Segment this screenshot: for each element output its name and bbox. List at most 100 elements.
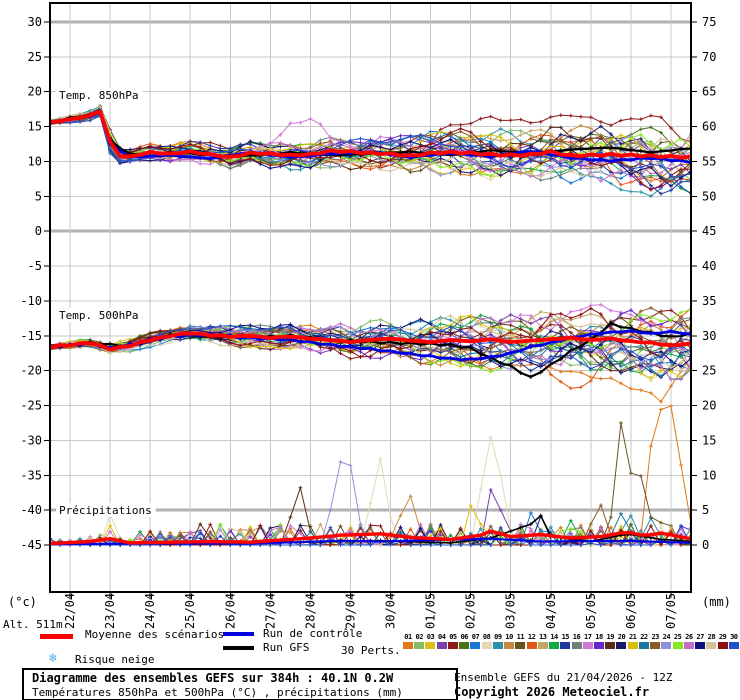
pert-number: 14 bbox=[550, 633, 558, 641]
pert-number: 15 bbox=[561, 633, 570, 641]
pert-swatch bbox=[661, 642, 672, 649]
pert-legend-item: 11 bbox=[515, 633, 526, 649]
pert-swatch bbox=[650, 642, 661, 649]
pert-legend-item: 15 bbox=[560, 633, 571, 649]
pert-swatch bbox=[549, 642, 560, 649]
right-tick-label: 15 bbox=[702, 433, 716, 447]
pert-swatch bbox=[605, 642, 616, 649]
pert-swatch bbox=[470, 642, 481, 649]
date-label: 05/05 bbox=[584, 593, 598, 629]
pert-swatch bbox=[436, 642, 447, 649]
pert-number: 10 bbox=[505, 633, 513, 641]
pert-swatch bbox=[537, 642, 548, 649]
right-tick-label: 0 bbox=[702, 538, 709, 552]
date-label: 01/05 bbox=[424, 593, 438, 629]
pert-number: 11 bbox=[516, 633, 525, 641]
left-tick-label: -45 bbox=[20, 538, 42, 552]
pert-legend-item: 12 bbox=[526, 633, 537, 649]
right-tick-label: 10 bbox=[702, 468, 716, 482]
pert-number: 29 bbox=[718, 633, 727, 641]
pert-number: 22 bbox=[640, 633, 648, 641]
left-tick-label: 15 bbox=[28, 120, 42, 134]
pert-swatch bbox=[571, 642, 582, 649]
date-label: 04/05 bbox=[544, 593, 558, 629]
pert-swatch bbox=[515, 642, 526, 649]
pert-legend-item: 21 bbox=[627, 633, 638, 649]
left-tick-label: -15 bbox=[20, 329, 42, 343]
right-tick-label: 55 bbox=[702, 154, 716, 168]
left-tick-label: 30 bbox=[28, 15, 42, 29]
left-tick-label: -5 bbox=[28, 259, 42, 273]
left-tick-label: 0 bbox=[35, 224, 42, 238]
pert-legend-item: 08 bbox=[481, 633, 492, 649]
plot-border bbox=[49, 2, 692, 593]
control-legend-label: Run de contrôle bbox=[263, 627, 363, 640]
panel-label: Précipitations bbox=[59, 504, 152, 517]
footer-info-box: Diagramme des ensembles GEFS sur 384h : … bbox=[22, 668, 458, 700]
left-tick-label: -35 bbox=[20, 468, 42, 482]
pert-number: 26 bbox=[685, 633, 693, 641]
perts-count-label: 30 Perts. bbox=[341, 644, 401, 657]
diagram-subtitle: Températures 850hPa et 500hPa (°C) , pré… bbox=[32, 686, 403, 699]
pert-number: 30 bbox=[730, 633, 738, 641]
pert-number: 21 bbox=[628, 633, 637, 641]
ensemble-mean-line-500 bbox=[51, 331, 690, 352]
left-tick-label: -20 bbox=[20, 364, 42, 378]
perturbation-color-legend: 01 02 03 04 05 06 07 08 09 10 11 12 13 14 15 16 17 18 19 20… bbox=[403, 633, 739, 649]
left-tick-label: -10 bbox=[20, 294, 42, 308]
right-tick-label: 20 bbox=[702, 399, 716, 413]
panel-label-bg bbox=[56, 503, 156, 517]
pert-swatch bbox=[425, 642, 436, 649]
pert-number: 09 bbox=[494, 633, 502, 641]
left-tick-label: 25 bbox=[28, 50, 42, 64]
pert-legend-item: 04 bbox=[436, 633, 447, 649]
copyright-label: Copyright 2026 Meteociel.fr bbox=[454, 685, 650, 699]
pert-number: 12 bbox=[527, 633, 536, 641]
pert-swatch bbox=[504, 642, 515, 649]
mean-legend-label: Moyenne des scénarios bbox=[85, 628, 225, 641]
left-tick-label: 10 bbox=[28, 154, 42, 168]
date-label: 25/04 bbox=[183, 593, 197, 629]
right-tick-label: 60 bbox=[702, 120, 716, 134]
pert-legend-item: 24 bbox=[661, 633, 672, 649]
right-tick-label: 65 bbox=[702, 85, 716, 99]
pert-number: 02 bbox=[415, 633, 424, 641]
pert-number: 05 bbox=[449, 633, 457, 641]
pert-number: 03 bbox=[426, 633, 435, 641]
pert-swatch bbox=[672, 642, 683, 649]
pert-legend-item: 23 bbox=[650, 633, 661, 649]
ensemble-mean-line-850 bbox=[51, 109, 690, 160]
pert-number: 13 bbox=[539, 633, 547, 641]
pert-swatch bbox=[560, 642, 571, 649]
panel-label: Temp. 850hPa bbox=[59, 89, 138, 102]
pert-legend-item: 16 bbox=[571, 633, 582, 649]
snow-risk-label: Risque neige bbox=[75, 653, 155, 666]
pert-legend-item: 14 bbox=[549, 633, 560, 649]
pert-number: 18 bbox=[595, 633, 603, 641]
pert-number: 01 bbox=[404, 633, 412, 641]
date-label: 30/04 bbox=[384, 593, 398, 629]
pert-swatch bbox=[717, 642, 728, 649]
date-label: 28/04 bbox=[303, 593, 317, 629]
right-tick-label: 45 bbox=[702, 224, 716, 238]
gfs-legend-label: Run GFS bbox=[263, 641, 310, 654]
pert-swatch bbox=[695, 642, 706, 649]
control-line-swatch bbox=[223, 632, 254, 636]
left-axis-unit: (°c) bbox=[8, 595, 37, 609]
ensemble-mean-line-precip bbox=[51, 529, 690, 546]
right-tick-label: 40 bbox=[702, 259, 716, 273]
pert-swatch bbox=[582, 642, 593, 649]
date-label: 29/04 bbox=[343, 593, 357, 629]
pert-swatch bbox=[638, 642, 649, 649]
pert-swatch bbox=[627, 642, 638, 649]
date-label: 06/05 bbox=[624, 593, 638, 629]
pert-legend-item: 07 bbox=[470, 633, 481, 649]
pert-swatch bbox=[481, 642, 492, 649]
right-tick-label: 30 bbox=[702, 329, 716, 343]
pert-legend-item: 26 bbox=[683, 633, 694, 649]
pert-swatch bbox=[683, 642, 694, 649]
pert-number: 04 bbox=[437, 633, 446, 641]
pert-number: 08 bbox=[482, 633, 491, 641]
